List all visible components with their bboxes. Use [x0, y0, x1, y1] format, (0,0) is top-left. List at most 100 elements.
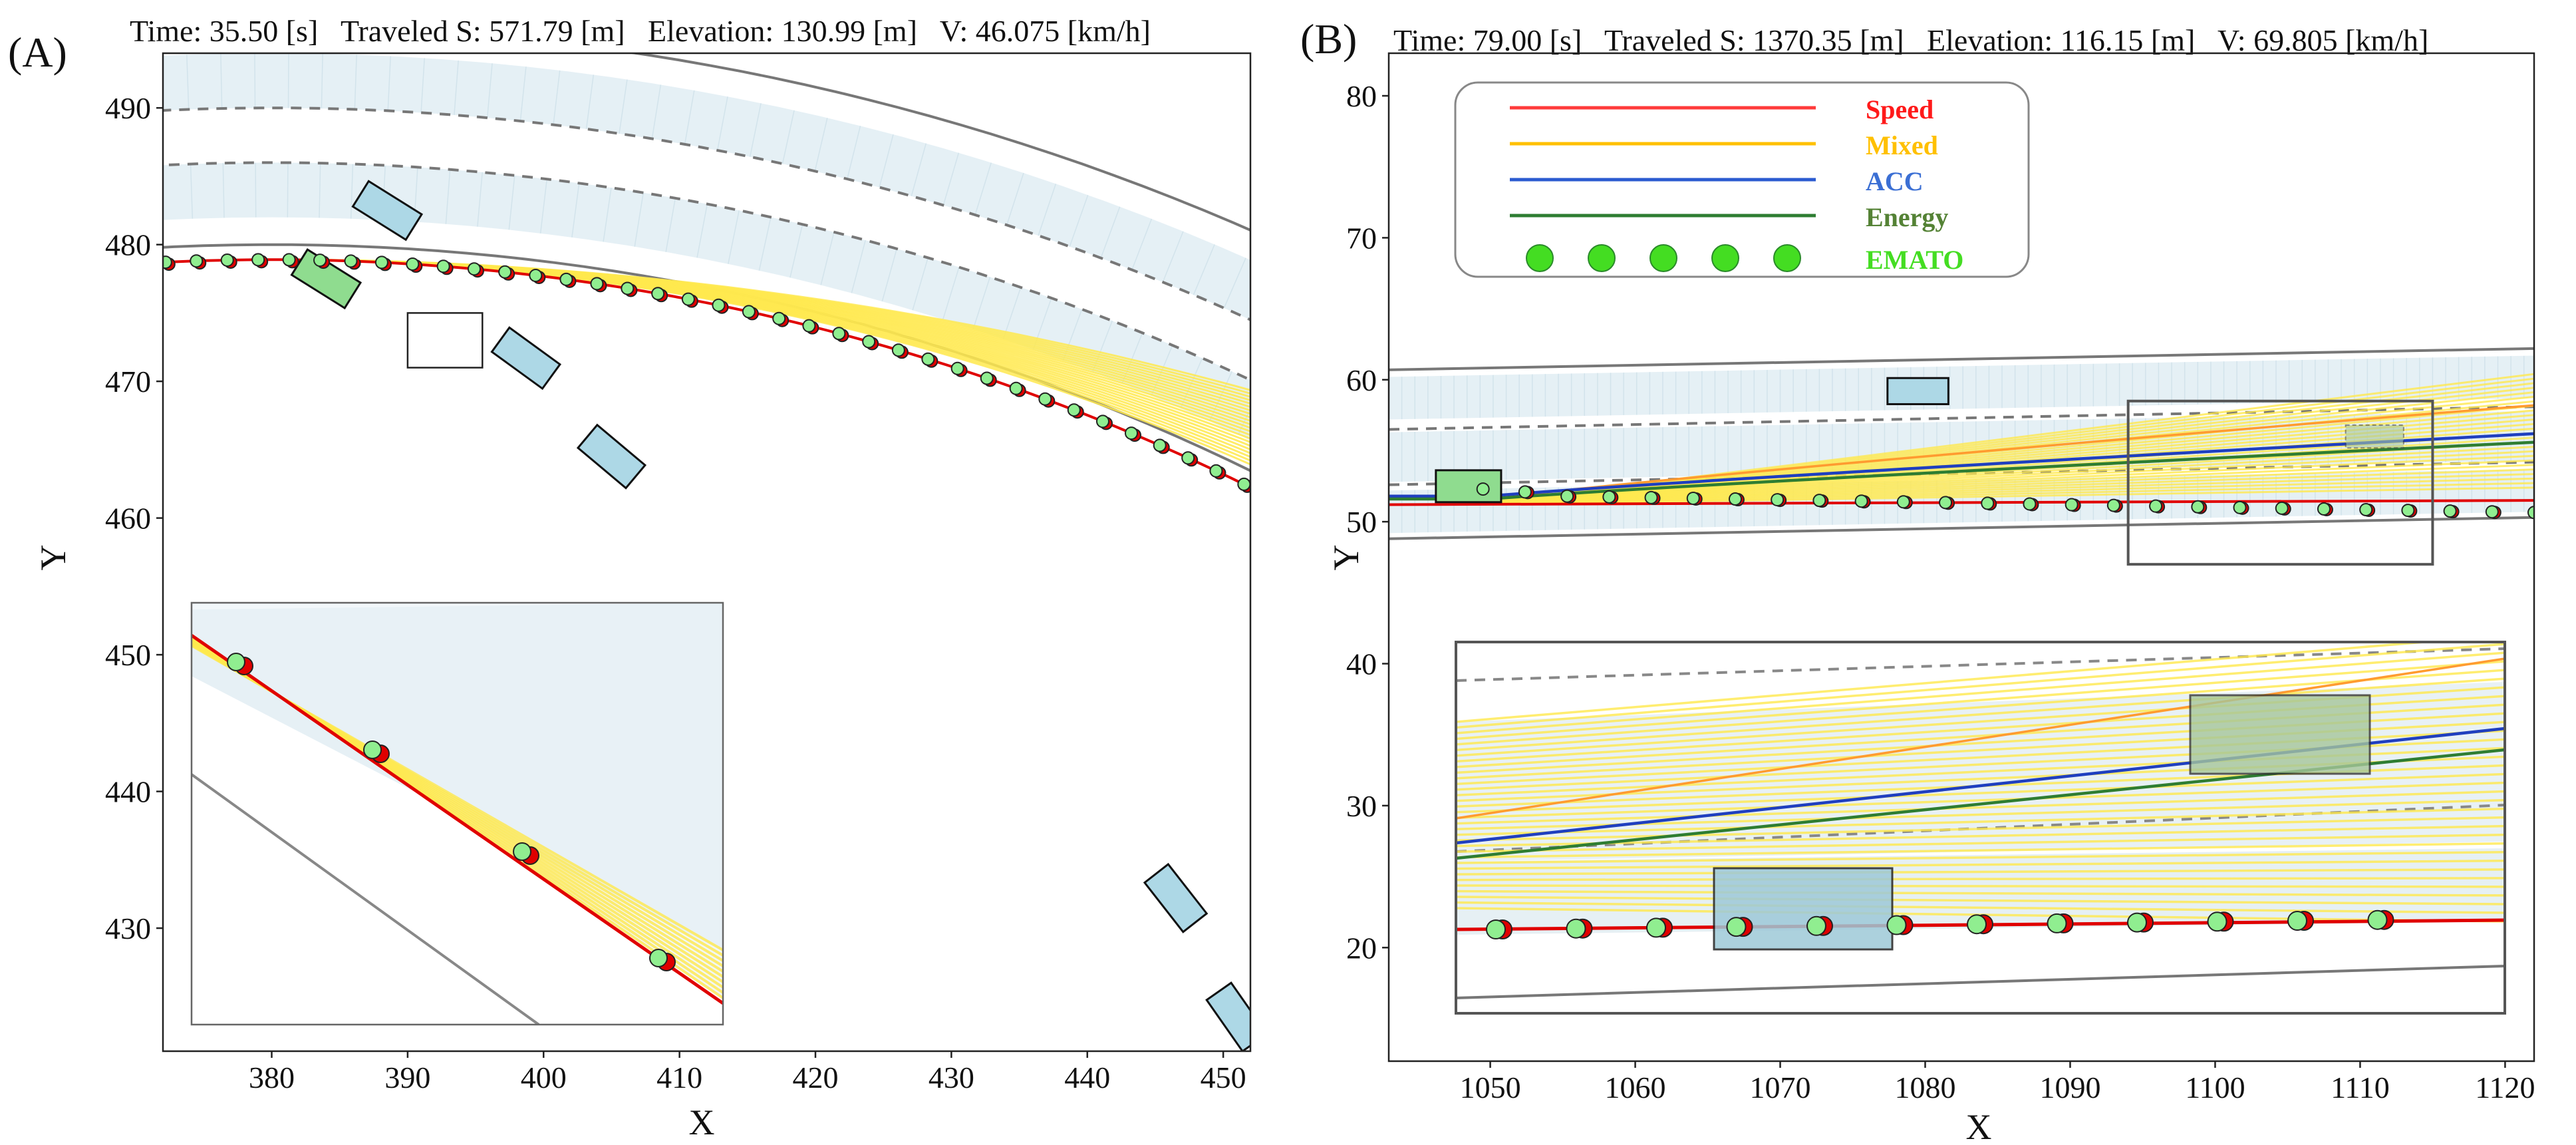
emato-point: [1038, 392, 1052, 406]
lane-stripe: [29, 176, 35, 230]
emato-point: [1401, 567, 1413, 579]
inset-emato-point: [1726, 917, 1747, 937]
x-tick-label-b: 1120: [2475, 1070, 2535, 1104]
x-tick-label-a: 440: [1064, 1061, 1110, 1094]
speed-point: [71, 265, 82, 277]
road-a: [0, 53, 1796, 644]
lane-stripe: [1593, 599, 1625, 644]
lane-stripe: [603, 187, 612, 242]
inset-candidate: [1456, 824, 2505, 848]
legend-marker-emato: [1649, 244, 1677, 272]
y-tick-label-b: 40: [1346, 647, 1377, 681]
inset-emato-point: [2207, 911, 2227, 932]
legend-marker-emato: [1588, 244, 1616, 272]
lane-stripe: [847, 126, 861, 180]
emato-point: [590, 277, 604, 291]
y-tick-label-b: 20: [1346, 931, 1377, 965]
inset-candidate: [1456, 807, 2505, 836]
lane-stripe: [881, 248, 898, 302]
lane-stripe: [1324, 428, 1349, 477]
inset-candidate: [1456, 772, 2505, 814]
legend-marker-emato: [1526, 244, 1554, 272]
speed-point: [40, 267, 52, 279]
lane-stripe: [1267, 399, 1291, 448]
xlabel-b: X: [1966, 1107, 1992, 1145]
emato-point: [1209, 464, 1223, 478]
lane-band: [1389, 355, 2534, 420]
emato-point: [2359, 503, 2373, 517]
lane-stripe: [1736, 572, 1769, 615]
inset-emato-point: [649, 949, 668, 967]
emato-point: [1981, 496, 1995, 510]
y-tick-label-b: 30: [1346, 789, 1377, 823]
lane-stripe: [1121, 332, 1143, 384]
emato-point: [712, 298, 726, 312]
panel-b: (B) Time: 79.00 [s] Traveled S: 1370.35 …: [1300, 15, 2535, 1145]
lane-stripe: [222, 163, 225, 218]
y-tick-label-b: 70: [1346, 221, 1377, 255]
y-tick-label-b: 60: [1346, 363, 1377, 397]
lane-stripe: [0, 179, 3, 234]
road-edge: [163, 243, 1250, 472]
header-b: Time: 79.00 [s] Traveled S: 1370.35 [m] …: [1393, 23, 2428, 57]
x-tick-label-b: 1100: [2185, 1070, 2245, 1104]
lane-stripe: [1514, 544, 1544, 590]
speed-point: [101, 262, 113, 274]
header-a: Time: 35.50 [s] Traveled S: 571.79 [m] E…: [130, 14, 1151, 48]
inset-candidate: [1456, 643, 2505, 729]
candidate-trajectory: [1389, 373, 2534, 506]
lane-stripe: [420, 58, 425, 113]
emato-point: [374, 255, 388, 269]
lane-stripe: [634, 192, 644, 247]
inset-road-edge: [1456, 965, 2505, 999]
lane-stripe: [1131, 218, 1153, 270]
lane-stripe: [1006, 172, 1024, 226]
lane-stripe: [696, 204, 708, 258]
y-tick-label-a: 490: [105, 91, 151, 125]
inset-emato-point: [2047, 913, 2067, 933]
lane-stripe: [974, 162, 992, 216]
legend-label-emato: EMATO: [1866, 245, 1963, 275]
legend-marker-emato: [1711, 244, 1739, 272]
y-tick-label-a: 440: [105, 775, 151, 809]
x-tick-label-a: 420: [793, 1061, 839, 1094]
lane-stripe: [445, 169, 451, 224]
y-tick-label-a: 470: [105, 365, 151, 399]
legend-label-energy: Energy: [1866, 202, 1948, 232]
emato-point: [681, 292, 695, 306]
lane-stripe: [851, 240, 866, 293]
legend-label-acc: ACC: [1866, 166, 1924, 196]
lane-divider: [1389, 460, 2534, 486]
inset-candidate: [1456, 896, 2505, 905]
axes-frame-a: [162, 52, 1252, 1053]
lane-band: [163, 53, 1250, 320]
lane-stripe: [619, 79, 628, 134]
lane-stripe: [1567, 581, 1598, 625]
lane-stripe: [153, 56, 156, 110]
other-vehicle: [2345, 424, 2404, 449]
x-tick-label-a: 410: [656, 1061, 702, 1094]
inset-emato-point: [1806, 915, 1826, 936]
inset-road-edge: [192, 773, 540, 1025]
inset-candidate: [1456, 901, 2505, 914]
lane-stripe: [1763, 593, 1796, 636]
lane-stripe: [287, 53, 289, 108]
lane-stripe: [1374, 332, 1399, 381]
ticks-a: 380 390 400 410 420 430 440 450 430 440 450 460 470 4…: [105, 91, 1246, 1094]
lane-stripe: [1193, 244, 1215, 295]
inset-b: [1455, 641, 2506, 1015]
emato-point: [1454, 599, 1466, 611]
emato-point: [772, 311, 786, 325]
lane-stripe: [1223, 257, 1246, 309]
lane-stripe: [126, 167, 129, 222]
emato-point: [2023, 497, 2037, 511]
speed-point: [1324, 523, 1336, 535]
inset-candidate: [1456, 816, 2505, 842]
emato-point: [1095, 414, 1109, 428]
inset-other-vehicle: [1713, 867, 1894, 951]
lane-stripe: [1710, 551, 1743, 594]
lane-stripe: [85, 61, 89, 115]
inset-candidate: [1456, 642, 2438, 723]
inset-emato-point: [2287, 911, 2307, 931]
